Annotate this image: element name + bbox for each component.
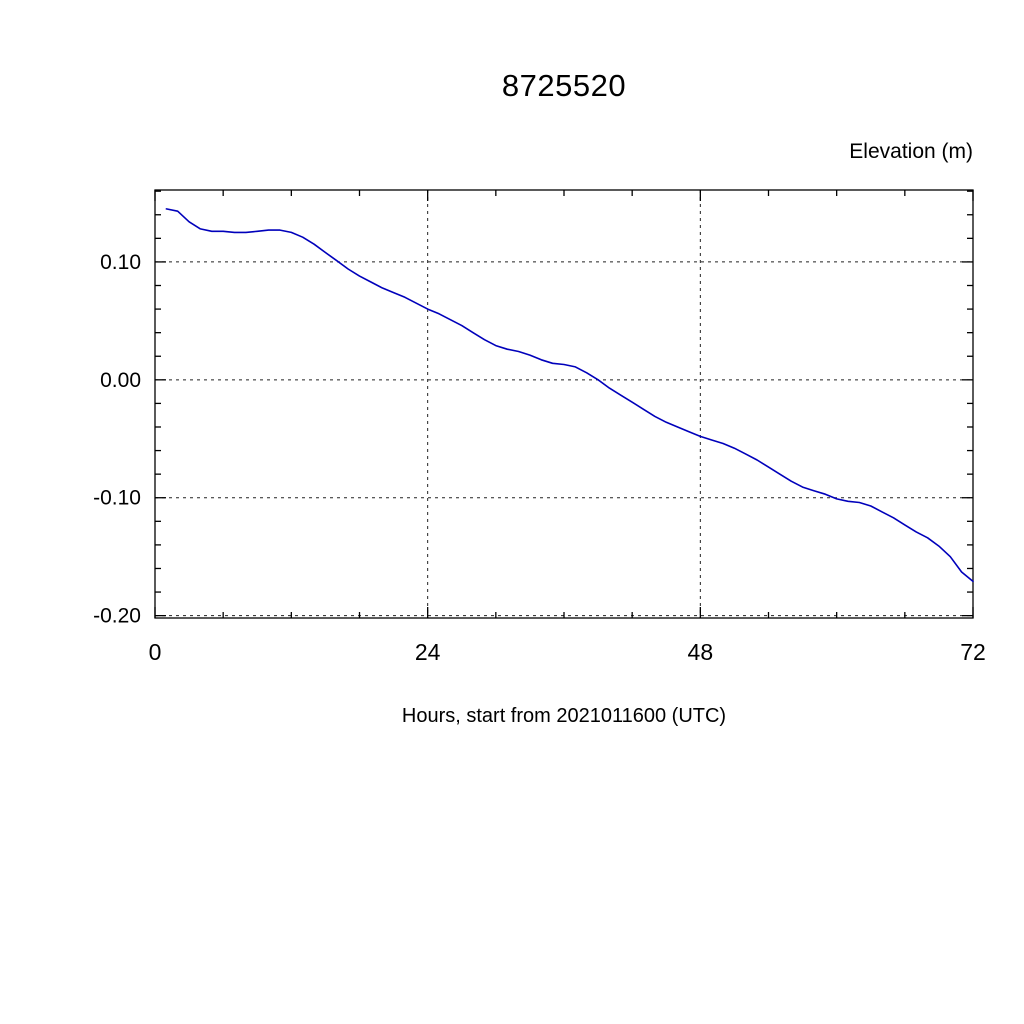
x-tick-label: 72 bbox=[960, 639, 986, 665]
axis-frame bbox=[154, 189, 974, 619]
y-tick-label: 0.10 bbox=[100, 251, 141, 274]
y-tick-label: -0.10 bbox=[93, 487, 141, 510]
chart-title: 8725520 bbox=[501, 68, 627, 103]
x-tick-label: 24 bbox=[415, 639, 441, 665]
x-tick-label: 48 bbox=[688, 639, 714, 665]
elevation-series-line bbox=[165, 208, 974, 583]
y-tick-label: 0.00 bbox=[100, 369, 141, 392]
x-tick-label: 0 bbox=[149, 639, 162, 665]
x-axis-label: Hours, start from 2021011600 (UTC) bbox=[401, 705, 727, 727]
elevation-unit-label: Elevation (m) bbox=[849, 140, 973, 163]
y-tick-label: -0.20 bbox=[93, 605, 141, 628]
